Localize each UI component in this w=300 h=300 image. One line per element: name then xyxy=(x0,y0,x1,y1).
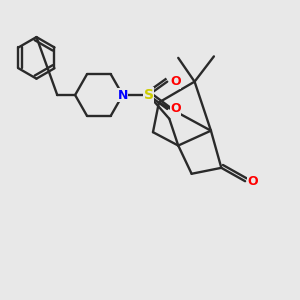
Text: N: N xyxy=(118,88,128,101)
Text: O: O xyxy=(248,175,258,188)
Text: O: O xyxy=(170,75,181,88)
Text: O: O xyxy=(170,103,181,116)
Text: S: S xyxy=(143,88,154,102)
